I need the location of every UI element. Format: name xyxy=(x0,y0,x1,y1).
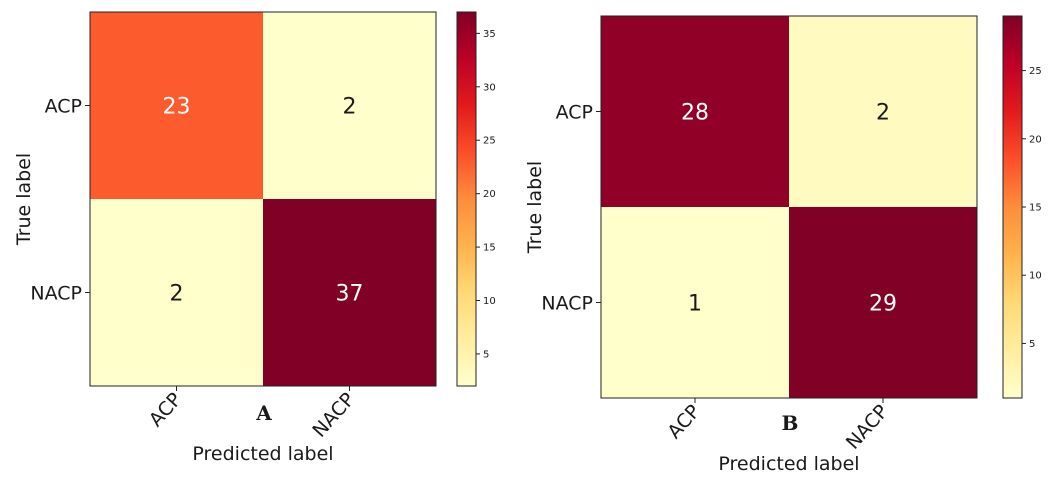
y-axis-label: True label xyxy=(13,153,35,246)
y-tick-label: ACP xyxy=(45,96,82,118)
matrix-cell xyxy=(90,12,263,199)
panel-label: B xyxy=(782,411,799,435)
cell-value-label: 23 xyxy=(163,95,191,120)
x-tick-label: ACP xyxy=(663,401,704,444)
colorbar: 5 10 15 20 25 30 35 xyxy=(456,11,496,387)
y-tick-label: ACP xyxy=(556,102,593,124)
colorbar-tick-label: 25 xyxy=(483,136,496,147)
colorbar-tick-label: 15 xyxy=(483,243,496,254)
matrix-cell xyxy=(601,207,789,398)
matrix-cell xyxy=(263,199,436,386)
colorbar-tick-label: 15 xyxy=(1029,203,1042,214)
matrix-cell xyxy=(789,16,977,207)
matrix-cell xyxy=(90,199,263,386)
cell-value-label: 37 xyxy=(336,282,364,307)
y-axis-label: True label xyxy=(524,161,546,254)
x-tick-label: NACP xyxy=(842,401,893,454)
plot-frame xyxy=(600,15,978,399)
colorbar-tick-label: 25 xyxy=(1029,66,1042,77)
matrix-cell xyxy=(789,207,977,398)
x-tick-label: NACP xyxy=(308,389,359,442)
colorbar-gradient xyxy=(1002,15,1023,399)
panel-label: A xyxy=(255,401,272,425)
cell-value-label: 2 xyxy=(170,282,184,307)
colorbar-tick-label: 30 xyxy=(483,82,496,93)
colorbar-tick-label: 20 xyxy=(483,189,496,200)
cell-value-label: 2 xyxy=(343,95,357,120)
x-axis-label: Predicted label xyxy=(718,453,859,475)
y-tick-label: NACP xyxy=(541,293,593,315)
plot-frame xyxy=(89,11,437,387)
colorbar-tick-label: 5 xyxy=(1029,339,1035,350)
matrix-cell xyxy=(263,12,436,199)
colorbar-tick-label: 5 xyxy=(483,349,489,360)
cell-value-label: 2 xyxy=(876,101,890,126)
colorbar-tick-label: 20 xyxy=(1029,134,1042,145)
cell-value-label: 1 xyxy=(688,292,702,317)
y-tick-label: NACP xyxy=(30,283,82,305)
cell-value-label: 29 xyxy=(869,292,897,317)
colorbar-tick-label: 35 xyxy=(483,29,496,40)
x-tick-label: ACP xyxy=(145,389,186,432)
matrix-cell xyxy=(601,16,789,207)
colorbar-gradient xyxy=(456,11,477,387)
cell-value-label: 28 xyxy=(681,101,709,126)
colorbar: 5 10 15 20 25 xyxy=(1002,15,1042,399)
colorbar-tick-label: 10 xyxy=(1029,271,1042,282)
x-axis-label: Predicted label xyxy=(192,443,333,465)
colorbar-tick-label: 10 xyxy=(483,296,496,307)
